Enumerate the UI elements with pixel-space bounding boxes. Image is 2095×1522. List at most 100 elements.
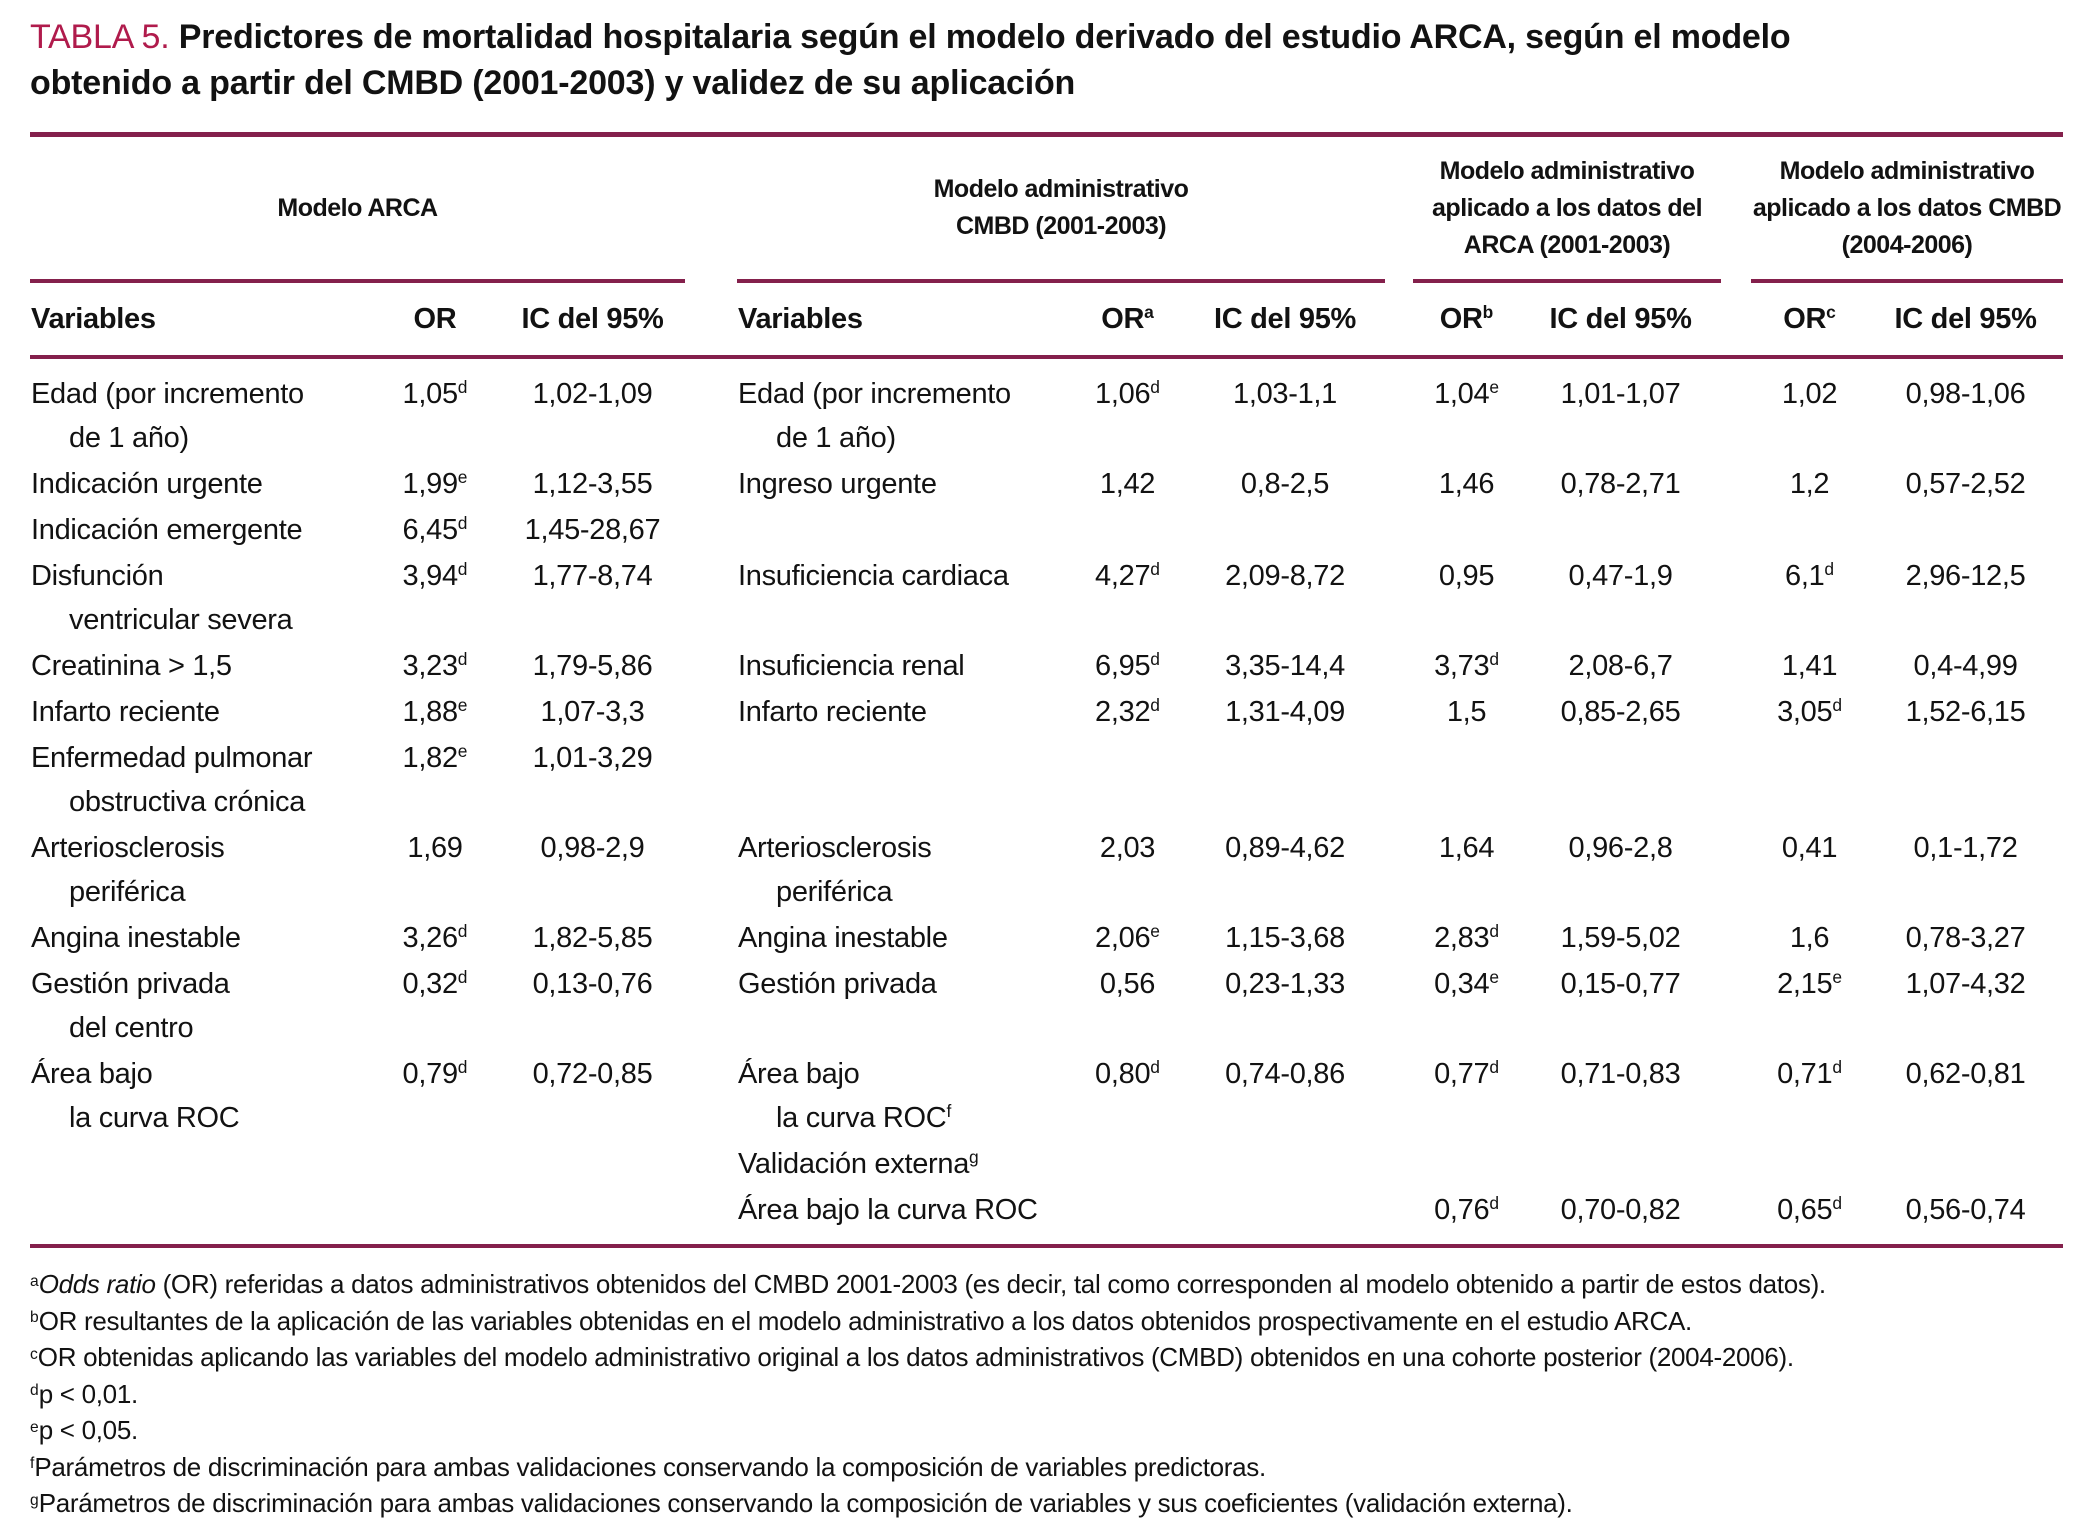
column-gap	[1385, 643, 1413, 689]
variable-cell: Arteriosclerosis periférica	[737, 825, 1070, 915]
or-cell: 1,42	[1099, 468, 1156, 500]
superscript-marker: d	[1489, 921, 1499, 942]
group-header: Modelo administrativo aplicado a los dato…	[1751, 137, 2064, 283]
superscript-marker: d	[1150, 377, 1160, 398]
or-cell: 0,34e	[1434, 967, 1499, 1000]
superscript-marker: b	[1482, 301, 1494, 322]
column-header: Variables	[30, 283, 370, 359]
ic-cell: 0,57-2,52	[1905, 468, 2026, 500]
ic-cell	[500, 1141, 685, 1187]
or-cell: 6,1d	[1784, 559, 1835, 592]
ic-cell	[1868, 507, 2063, 553]
or-cell: 1,99e	[402, 467, 468, 500]
variable-cell: Área bajo la curva ROC	[30, 1051, 370, 1141]
variable-cell-continuation: periférica	[776, 876, 893, 908]
column-gap	[1721, 1187, 1752, 1248]
column-header-row: Variables OR IC del 95% Variables ORa IC del …	[30, 283, 2064, 359]
or-cell: 3,94d	[402, 559, 468, 592]
column-gap	[685, 1051, 737, 1141]
column-header: IC del 95%	[1868, 283, 2064, 359]
table-title: TABLA 5. Predictores de mortalidad hospi…	[30, 14, 2065, 106]
ic-cell	[1185, 1187, 1386, 1248]
ic-cell: 1,01-3,29	[532, 742, 653, 774]
or-cell: 3,23d	[402, 649, 468, 682]
variable-cell: Angina inestable	[738, 922, 948, 954]
table-row: Enfermedad pulmonar obstructiva crónica 1,…	[30, 735, 2063, 825]
or-cell	[370, 1141, 500, 1187]
or-cell: 1,5	[1446, 696, 1487, 728]
superscript-marker: d	[457, 967, 468, 988]
or-cell	[1751, 1141, 1868, 1187]
ic-cell	[1185, 507, 1385, 553]
variable-cell: Ingreso urgente	[738, 468, 937, 500]
column-gap	[1385, 1141, 1413, 1187]
superscript-marker: d	[1489, 1057, 1499, 1078]
ic-cell: 0,85-2,65	[1560, 696, 1681, 728]
or-cell: 4,27d	[1095, 559, 1160, 592]
ic-cell: 2,09-8,72	[1225, 560, 1345, 592]
ic-cell: 1,45-28,67	[524, 514, 661, 546]
group-header-row: Modelo ARCA Modelo administrativo CMBD (20…	[30, 137, 2064, 283]
column-gap	[685, 1187, 737, 1248]
column-gap	[1385, 961, 1413, 1051]
table-row: Área bajo la curva ROC 0,79d 0,72-0,85 Área …	[30, 1051, 2063, 1141]
ic-cell: 1,12-3,55	[532, 468, 653, 500]
superscript-marker: d	[457, 559, 468, 580]
variable-cell: Angina inestable	[31, 922, 241, 954]
or-cell	[1070, 1141, 1185, 1187]
or-cell	[370, 1187, 500, 1248]
ic-cell: 1,07-3,3	[540, 696, 645, 728]
footnote: bOR resultantes de la aplicación de las …	[30, 1305, 1692, 1336]
or-cell: 6,45d	[402, 513, 468, 546]
variable-cell: Infarto reciente	[738, 696, 927, 728]
or-cell: 2,06e	[1095, 921, 1160, 954]
footnote-marker: f	[30, 1455, 35, 1473]
column-gap	[685, 359, 737, 461]
table-row: Gestión privada del centro 0,32d 0,13-0,76 G…	[30, 961, 2063, 1051]
ic-cell: 1,77-8,74	[532, 560, 653, 592]
footnotes: aOdds ratio (OR) referidas a datos admin…	[30, 1266, 2065, 1522]
ic-cell: 2,96-12,5	[1905, 560, 2026, 592]
column-gap	[1721, 915, 1751, 961]
ic-cell: 1,52-6,15	[1905, 696, 2026, 728]
superscript-marker: d	[1832, 1193, 1842, 1214]
or-cell: 1,82e	[402, 741, 468, 774]
column-header: IC del 95%	[1185, 283, 1386, 359]
superscript-marker: e	[1489, 967, 1499, 988]
ic-cell: 0,74-0,86	[1225, 1058, 1345, 1090]
column-gap	[685, 553, 737, 643]
table-row: Edad (por incremento de 1 año) 1,05d 1,02-1…	[30, 359, 2063, 461]
ic-cell: 0,96-2,8	[1568, 832, 1673, 864]
ic-cell: 3,35-14,4	[1225, 650, 1345, 682]
variable-cell: Validación externag	[738, 1147, 979, 1180]
column-header: IC del 95%	[1520, 283, 1722, 359]
superscript-marker: d	[1832, 1057, 1842, 1078]
superscript-marker: e	[1832, 967, 1842, 988]
table-row: Arteriosclerosis periférica 1,69 0,98-2,9 Ar…	[30, 825, 2063, 915]
variable-cell-continuation: obstructiva crónica	[69, 786, 306, 818]
column-gap	[685, 915, 737, 961]
column-header: ORa	[1070, 283, 1185, 359]
or-cell: 1,05d	[402, 377, 468, 410]
ic-cell: 0,8-2,5	[1240, 468, 1330, 500]
footnote: aOdds ratio (OR) referidas a datos admin…	[30, 1269, 1826, 1299]
column-gap	[1721, 689, 1751, 735]
column-gap	[685, 137, 737, 283]
superscript-marker: d	[457, 513, 468, 534]
ic-cell	[1185, 1141, 1385, 1187]
ic-cell: 0,13-0,76	[532, 968, 653, 1000]
or-cell: 2,83d	[1434, 921, 1499, 954]
footnote: ep < 0,05.	[30, 1415, 138, 1445]
superscript-marker: d	[1150, 695, 1160, 716]
or-cell: 2,15e	[1777, 967, 1842, 1000]
column-header: OR	[370, 283, 500, 359]
footnote-marker: g	[30, 1491, 39, 1509]
ic-cell: 1,59-5,02	[1560, 922, 1681, 954]
ic-cell: 0,78-3,27	[1905, 922, 2026, 954]
variable-cell	[737, 507, 1070, 553]
ic-cell: 1,02-1,09	[532, 378, 653, 410]
variable-cell: Edad (por incremento de 1 año)	[30, 359, 370, 461]
or-cell: 1,41	[1781, 650, 1838, 682]
group-header: Modelo administrativo aplicado a los dato…	[1413, 137, 1722, 283]
